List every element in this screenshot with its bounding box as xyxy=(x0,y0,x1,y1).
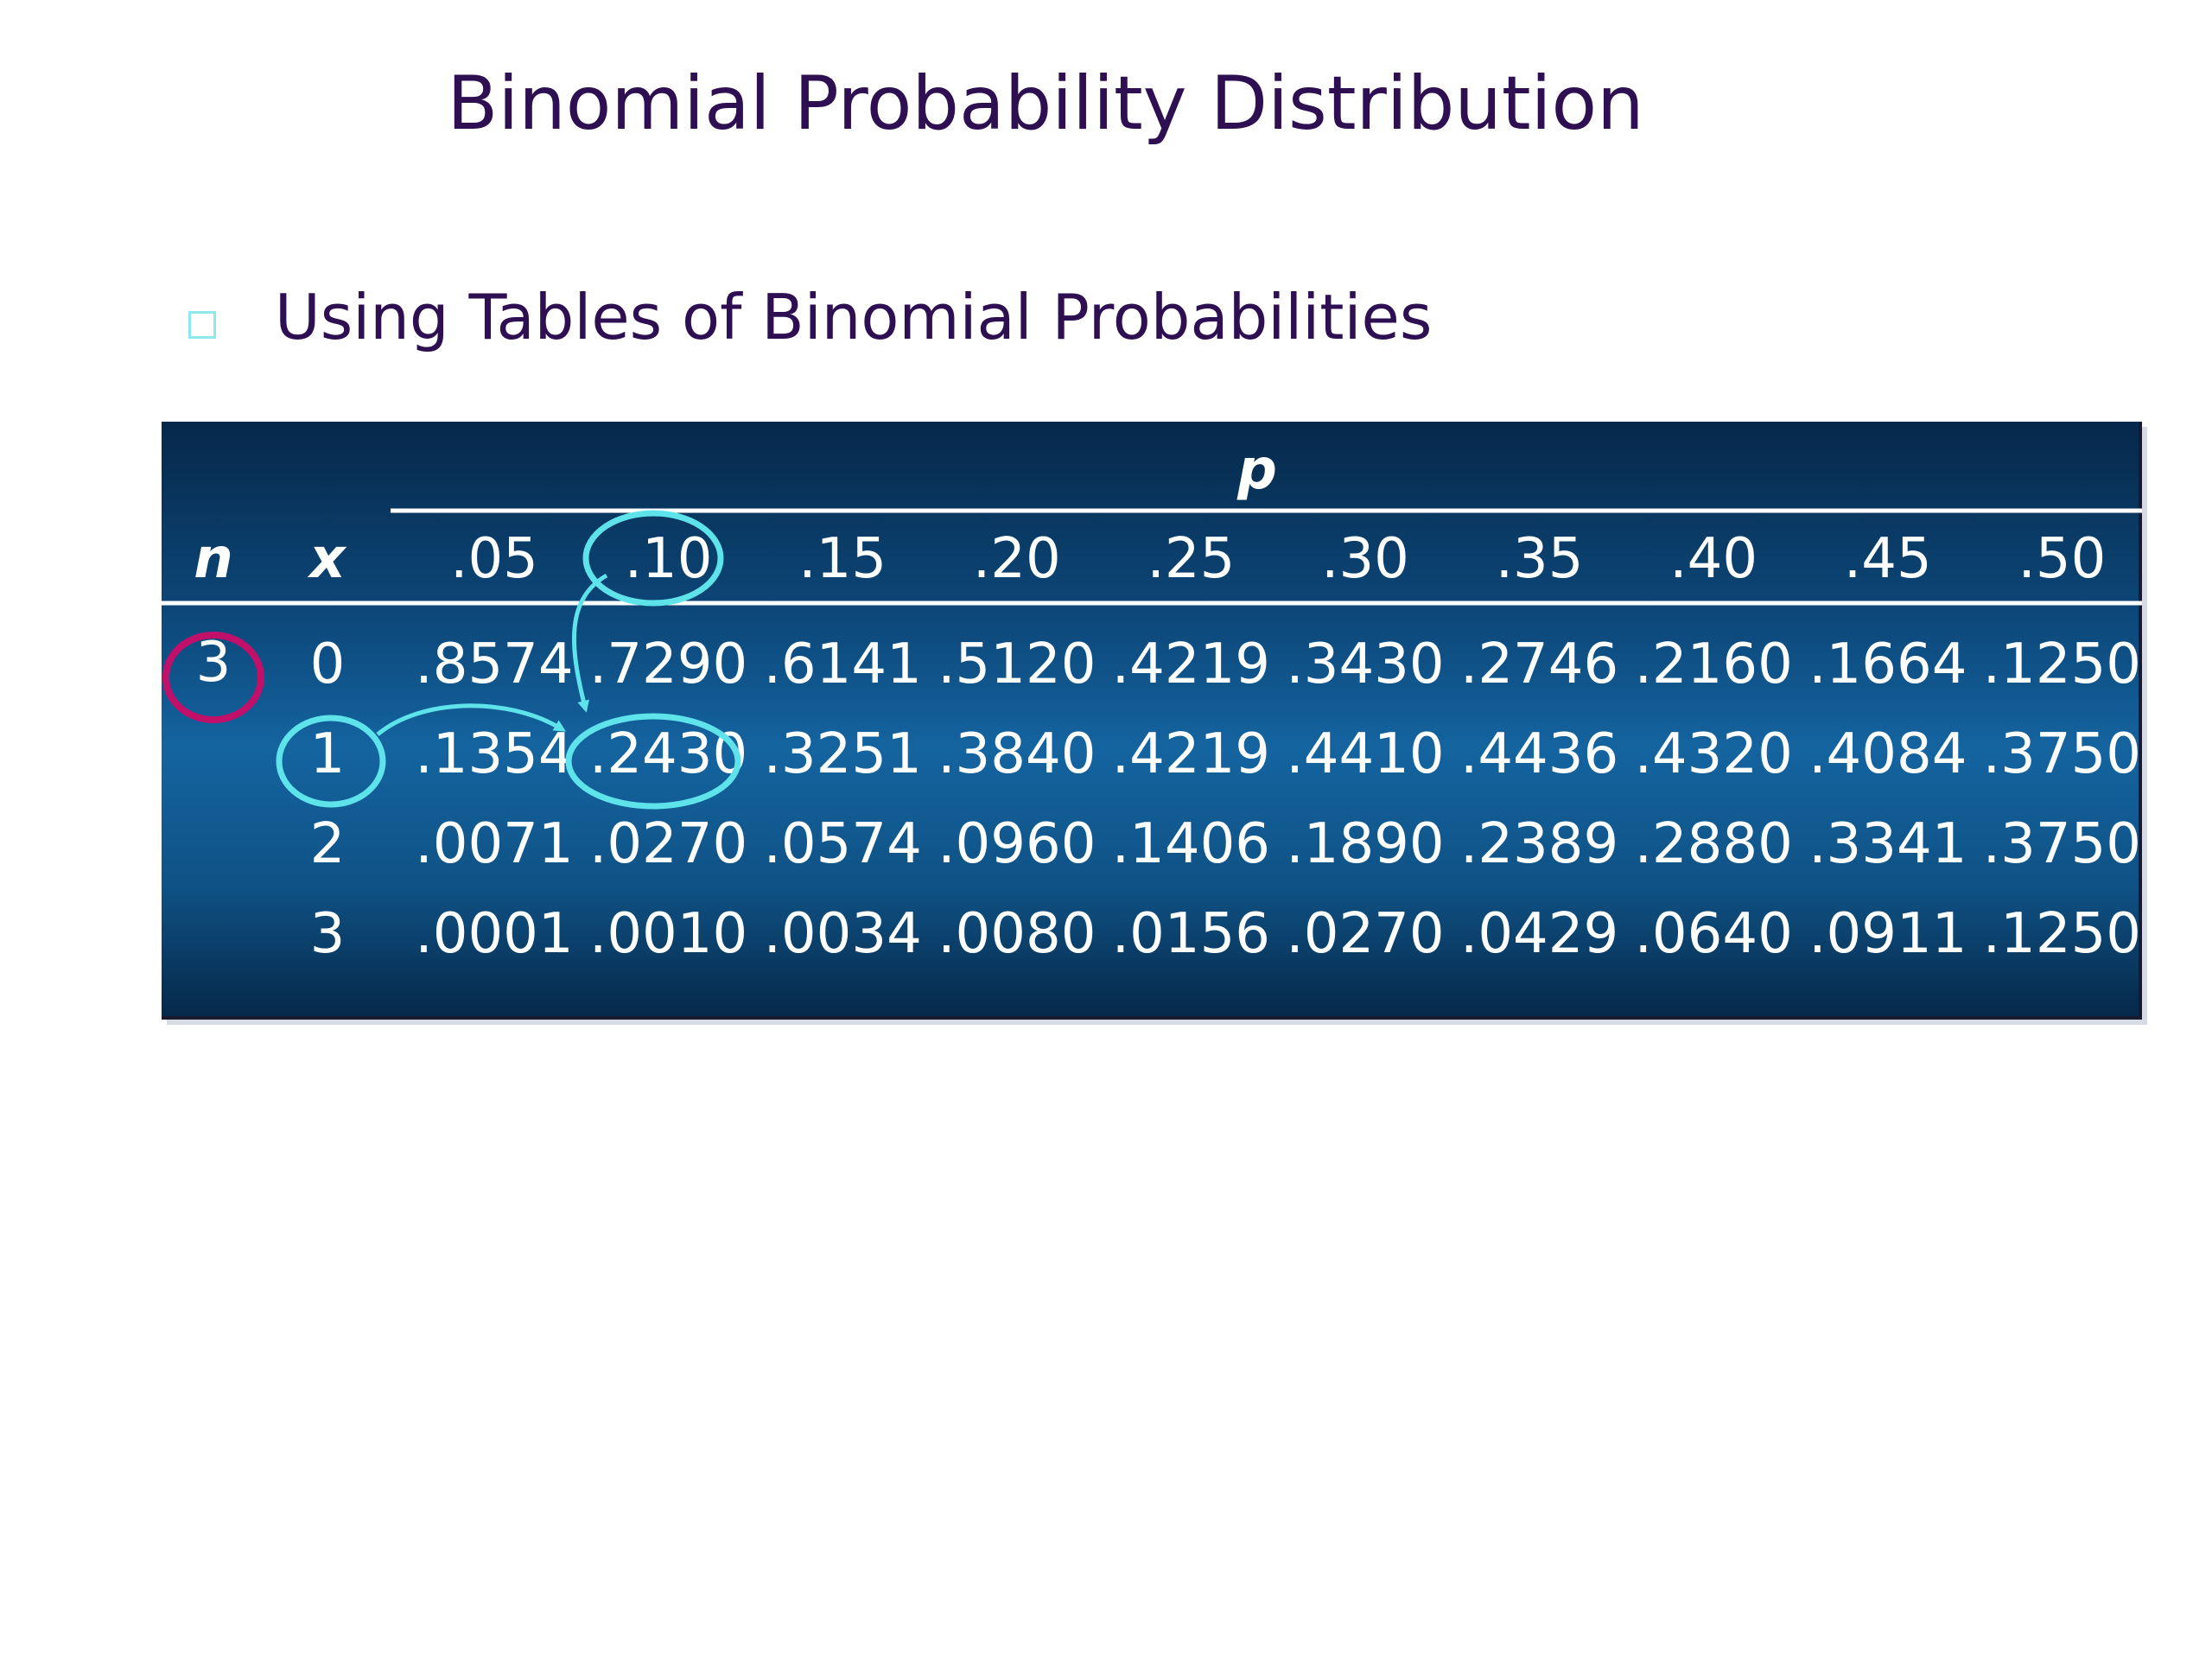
probability-cell: .3750 xyxy=(1983,812,2141,876)
x-to-result-arrow xyxy=(376,703,567,736)
probability-cell: .3750 xyxy=(1983,722,2141,786)
n-value: 3 xyxy=(196,631,232,695)
table-row: 0 .8574.7290 .6141.5120.4219.3430.2746 .216… xyxy=(310,632,2141,696)
p-header-cell: .30 xyxy=(1321,527,1409,591)
probability-cell: .1406 xyxy=(1112,812,1270,876)
probability-cell: .0574 xyxy=(764,812,922,876)
result-highlight-circle xyxy=(565,713,741,810)
table-row: 3 .0001.0010 .0034.0080.0156.0270.0429 .064… xyxy=(310,902,2141,966)
bullet-item: Using Tables of Binomial Probabilities xyxy=(188,281,1432,353)
probability-cell: .0001 xyxy=(415,902,573,966)
p-header-cell: .35 xyxy=(1496,527,1584,591)
p-header-cell: .25 xyxy=(1147,527,1236,591)
probability-cell: .0429 xyxy=(1460,902,1618,966)
probability-cell: .0911 xyxy=(1808,902,1967,966)
table-body: 0 .8574.7290 .6141.5120.4219.3430.2746 .216… xyxy=(310,632,2141,966)
p-to-result-arrow xyxy=(571,573,608,713)
probability-cell: .0156 xyxy=(1112,902,1270,966)
p-highlight-circle xyxy=(582,510,724,607)
probability-cell: .3430 xyxy=(1286,632,1444,696)
binomial-table: p n x .05 .10 .15 .20 .25 .30 .35 .40 .45 .50 0 .8… xyxy=(162,422,2142,1020)
x-value-cell: 2 xyxy=(310,812,346,876)
p-header-cell: .50 xyxy=(2018,527,2107,591)
probability-cell: .4410 xyxy=(1286,722,1444,786)
p-value-headers: .05 .10 .15 .20 .25 .30 .35 .40 .45 .50 xyxy=(450,527,2106,591)
probability-cell: .8574 xyxy=(415,632,573,696)
p-header-cell: .15 xyxy=(798,527,887,591)
probability-cell: .4219 xyxy=(1112,722,1270,786)
probability-cell: .2160 xyxy=(1635,632,1793,696)
probability-cell: .4219 xyxy=(1112,632,1270,696)
table-row: 1 .1354.2430 .3251.3840.4219.4410.4436 .432… xyxy=(310,722,2141,786)
probability-cell: .0071 xyxy=(415,812,573,876)
n-highlight-circle xyxy=(162,632,264,723)
probability-cell: .3840 xyxy=(938,722,1096,786)
x-column-header: x xyxy=(307,527,346,591)
probability-cell: .6141 xyxy=(764,632,922,696)
p-axis-label: p xyxy=(1236,438,1277,502)
probability-cell: .4084 xyxy=(1808,722,1967,786)
probability-cell: .1250 xyxy=(1983,902,2141,966)
binomial-table-graphic: p n x .05 .10 .15 .20 .25 .30 .35 .40 .45 .50 0 .8… xyxy=(162,438,2142,966)
probability-cell: .0640 xyxy=(1635,902,1793,966)
probability-cell: .1250 xyxy=(1983,632,2141,696)
n-column-header: n xyxy=(194,527,233,591)
bullet-text: Using Tables of Binomial Probabilities xyxy=(275,281,1433,353)
probability-cell: .1890 xyxy=(1286,812,1444,876)
probability-cell: .0080 xyxy=(938,902,1096,966)
probability-cell: .4436 xyxy=(1460,722,1618,786)
probability-cell: .7290 xyxy=(589,632,747,696)
p-header-cell: .45 xyxy=(1844,527,1932,591)
probability-cell: .0010 xyxy=(589,902,747,966)
slide-title: Binomial Probability Distribution xyxy=(447,60,1644,147)
probability-cell: .1664 xyxy=(1808,632,1967,696)
probability-cell: .2430 xyxy=(589,722,747,786)
probability-cell: .2746 xyxy=(1460,632,1618,696)
p-header-cell: .20 xyxy=(973,527,1061,591)
probability-cell: .4320 xyxy=(1635,722,1793,786)
p-header-cell: .10 xyxy=(625,527,713,591)
x-highlight-circle xyxy=(276,715,386,808)
probability-cell: .2389 xyxy=(1460,812,1618,876)
probability-cell: .1354 xyxy=(415,722,573,786)
bullet-square-icon xyxy=(188,311,216,339)
table-row: 2 .0071.0270 .0574.0960.1406.1890.2389 .288… xyxy=(310,812,2141,876)
p-header-cell: .05 xyxy=(450,527,538,591)
x-value-cell: 3 xyxy=(310,902,346,966)
p-header-cell: .40 xyxy=(1669,527,1758,591)
x-value-cell: 1 xyxy=(310,722,346,786)
probability-cell: .3251 xyxy=(764,722,922,786)
probability-cell: .2880 xyxy=(1635,812,1793,876)
probability-cell: .0270 xyxy=(589,812,747,876)
probability-cell: .0034 xyxy=(764,902,922,966)
probability-cell: .3341 xyxy=(1808,812,1967,876)
x-value-cell: 0 xyxy=(310,632,346,696)
probability-cell: .0270 xyxy=(1286,902,1444,966)
probability-cell: .0960 xyxy=(938,812,1096,876)
probability-cell: .5120 xyxy=(938,632,1096,696)
